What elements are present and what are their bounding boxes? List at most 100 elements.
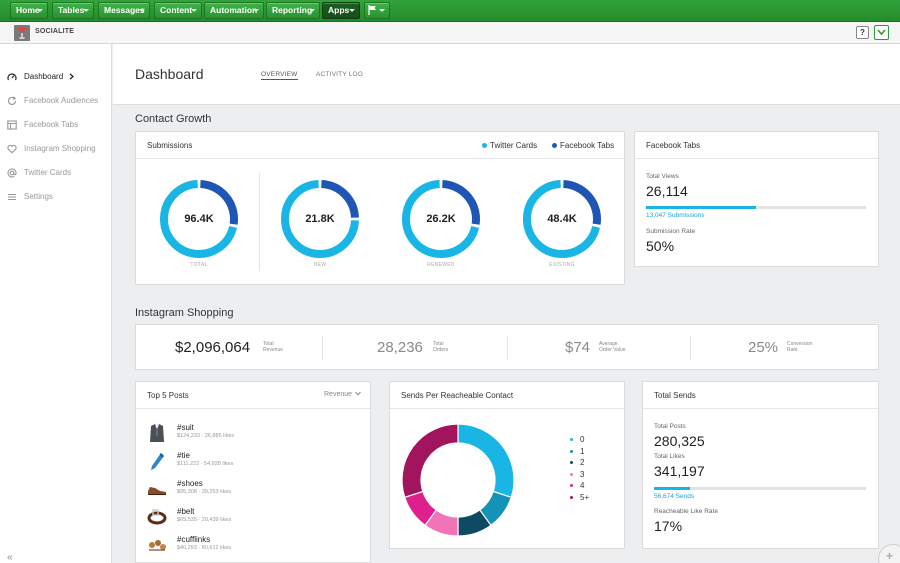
add-widget-button[interactable]: + xyxy=(878,544,900,563)
chevron-down-icon xyxy=(83,9,89,12)
submissions-card: Submissions Twitter Cards Facebook Tabs … xyxy=(135,131,625,285)
sends-link[interactable]: 56,674 Sends xyxy=(654,493,695,500)
shoes-icon xyxy=(148,487,166,495)
kpi-conversion-rate-value: 25% xyxy=(748,339,779,356)
legend-twitter-cards: Twitter Cards xyxy=(490,141,538,150)
total-views-label: Total Views xyxy=(646,173,679,180)
chevron-down-icon xyxy=(139,9,145,12)
tab-activity-log[interactable]: ACTIVITY LOG xyxy=(316,71,364,78)
top-posts-card: Top 5 Posts Revenue #suit $124,233 · 26,… xyxy=(135,381,371,563)
nav-content-button[interactable]: Content xyxy=(154,2,202,19)
sidebar-item-instagram-shopping[interactable]: Instagram Shopping xyxy=(0,140,112,158)
sidebar-item-label: Facebook Audiences xyxy=(24,96,99,105)
menu-icon xyxy=(8,193,16,201)
donut-slice-0 xyxy=(457,423,515,499)
sends-per-contact-title: Sends Per Reacheable Contact xyxy=(401,391,514,400)
nav-apps-button[interactable]: Apps xyxy=(322,2,360,19)
post-tag-cufflinks[interactable]: #cufflinks xyxy=(177,535,211,544)
sidebar-item-facebook-audiences[interactable]: Facebook Audiences xyxy=(0,92,112,110)
sends-donut-chart xyxy=(401,423,515,537)
legend-dot-twitter xyxy=(482,143,487,148)
top-posts-title: Top 5 Posts xyxy=(147,391,189,400)
card-header: Top 5 Posts Revenue xyxy=(136,382,370,409)
chevron-down-icon xyxy=(309,9,315,12)
like-rate-value: 17% xyxy=(654,518,683,534)
chevron-down-icon xyxy=(349,9,355,12)
sidebar-item-dashboard[interactable]: Dashboard xyxy=(0,68,112,86)
donut-label-existing: EXISTING xyxy=(549,262,575,268)
kpi-label-line: Average xyxy=(599,341,618,347)
chevron-down-icon xyxy=(191,9,197,12)
window-icon xyxy=(7,120,17,130)
submissions-progress-fill xyxy=(646,206,756,209)
legend-dot xyxy=(570,449,573,453)
page-title: Dashboard xyxy=(135,66,204,82)
legend-label: 2 xyxy=(580,458,585,467)
legend-dot xyxy=(570,472,573,476)
post-meta-shoes: $95,308 · 39,253 likes xyxy=(177,489,232,495)
post-meta-suit: $124,233 · 26,886 likes xyxy=(177,433,235,439)
sidebar-item-label: Facebook Tabs xyxy=(24,120,79,129)
tab-overview[interactable]: OVERVIEW xyxy=(261,71,298,80)
sidebar-item-label: Instagram Shopping xyxy=(24,144,96,153)
cocktail-icon xyxy=(17,28,27,39)
legend-facebook-tabs: Facebook Tabs xyxy=(560,141,615,150)
legend-label: 0 xyxy=(580,435,585,444)
sends-progress-fill xyxy=(654,487,691,490)
like-rate-label: Reacheable Like Rate xyxy=(654,508,718,515)
instagram-kpi-card: $2,096,064 Total Revenue 28,236 Total Orde… xyxy=(135,324,879,370)
nav-messages-button[interactable]: Messages xyxy=(98,2,150,19)
donut-label-total: TOTAL xyxy=(190,262,208,268)
socialite-logo xyxy=(14,25,30,41)
sidebar-item-twitter-cards[interactable]: Twitter Cards xyxy=(0,164,112,182)
at-icon xyxy=(7,168,17,178)
nav-apps-label: Apps xyxy=(328,5,350,15)
chevron-down-icon xyxy=(379,9,385,12)
expand-button[interactable] xyxy=(874,25,889,40)
total-sends-card: Total Sends Total Posts 280,325 Total Li… xyxy=(642,381,879,549)
kpi-total-revenue-label: Total Revenue xyxy=(263,341,283,353)
nav-automation-button[interactable]: Automation xyxy=(204,2,264,19)
tie-icon xyxy=(151,453,164,470)
post-meta-tie: $111,222 · 54,928 likes xyxy=(177,461,234,467)
sidebar-item-facebook-tabs[interactable]: Facebook Tabs xyxy=(0,116,112,134)
donut-value-total: 96.4K xyxy=(184,213,214,225)
post-tag-belt[interactable]: #belt xyxy=(177,507,195,516)
nav-tables-button[interactable]: Tables xyxy=(52,2,94,19)
total-views-value: 26,114 xyxy=(646,183,688,199)
nav-flag-button[interactable] xyxy=(364,2,390,19)
kpi-total-orders-value: 28,236 xyxy=(377,339,423,356)
nav-reporting-label: Reporting xyxy=(272,5,313,15)
sidebar-item-label: Dashboard xyxy=(24,72,64,81)
donut-segment-facebook xyxy=(321,180,359,218)
nav-tables-label: Tables xyxy=(58,5,85,15)
donut-segment-twitter xyxy=(402,180,479,258)
nav-home-button[interactable]: Home xyxy=(10,2,48,19)
nav-reporting-button[interactable]: Reporting xyxy=(266,2,320,19)
heart-icon xyxy=(7,144,17,154)
kpi-label-line: Rate xyxy=(787,347,798,353)
facebook-tabs-card: Facebook Tabs Total Views 26,114 13,047 … xyxy=(634,131,879,267)
card-header: Total Sends xyxy=(643,382,878,409)
divider xyxy=(259,173,260,271)
kpi-label-line: Total xyxy=(263,341,274,347)
help-button[interactable]: ? xyxy=(856,26,869,39)
sidebar: Dashboard Facebook Audiences Facebook Ta… xyxy=(0,44,112,563)
legend-dot xyxy=(570,438,573,441)
collapse-sidebar-icon[interactable]: « xyxy=(7,552,13,563)
submission-rate-label: Submission Rate xyxy=(646,228,696,235)
submission-rate-value: 50% xyxy=(646,238,675,254)
post-tag-tie[interactable]: #tie xyxy=(177,451,190,460)
submissions-link[interactable]: 13,047 Submissions xyxy=(646,212,705,219)
total-posts-label: Total Posts xyxy=(654,423,686,430)
post-tag-suit[interactable]: #suit xyxy=(177,423,194,432)
total-posts-value: 280,325 xyxy=(654,433,705,449)
card-header: Submissions Twitter Cards Facebook Tabs xyxy=(136,132,624,159)
sidebar-item-settings[interactable]: Settings xyxy=(0,188,112,206)
donut-segment-twitter xyxy=(281,180,359,258)
total-likes-label: Total Likes xyxy=(654,453,685,460)
post-tag-shoes[interactable]: #shoes xyxy=(177,479,203,488)
sidebar-item-label: Twitter Cards xyxy=(24,168,72,177)
donut-value-renewed: 26.2K xyxy=(426,213,456,225)
sort-dropdown[interactable]: Revenue xyxy=(324,391,361,398)
